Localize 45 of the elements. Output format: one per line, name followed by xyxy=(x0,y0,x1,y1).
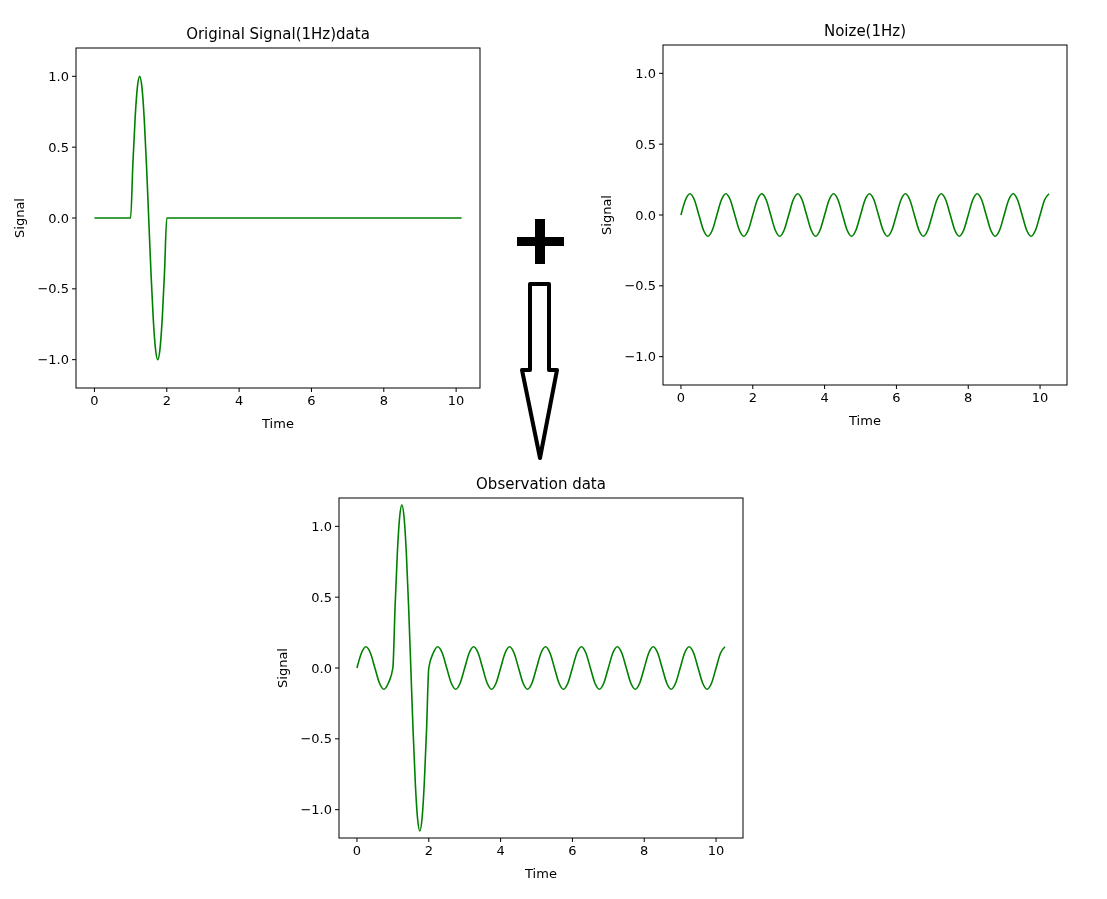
y-tick-label: 0.5 xyxy=(311,589,332,605)
line-series xyxy=(93,75,463,361)
y-axis-title: Signal xyxy=(275,648,290,688)
x-tick-label: 0 xyxy=(676,390,686,405)
x-tick-label: 4 xyxy=(234,393,244,408)
x-tick-label: 8 xyxy=(379,393,388,408)
y-tick-label: 1.0 xyxy=(48,68,69,84)
x-tick-label: 10 xyxy=(447,393,465,408)
chart-title: Noize(1Hz) xyxy=(823,22,907,40)
x-tick-label: 0 xyxy=(90,393,99,408)
x-axis-title: Time xyxy=(524,866,557,881)
y-tick-label: 0.5 xyxy=(635,136,656,152)
x-tick-label: 4 xyxy=(496,843,505,858)
y-axis-title: Signal xyxy=(599,195,614,235)
x-tick-label: 10 xyxy=(1031,390,1049,405)
line-series xyxy=(356,504,726,832)
y-tick-label: −1.0 xyxy=(37,352,69,368)
y-tick-label: 0.0 xyxy=(48,210,69,226)
x-tick-label: 6 xyxy=(568,843,577,858)
y-tick-label: 0.0 xyxy=(311,660,332,676)
x-tick-label: 6 xyxy=(892,390,901,405)
y-tick-label: 0.0 xyxy=(635,207,656,223)
x-tick-label: 2 xyxy=(424,843,433,858)
y-tick-label: 0.5 xyxy=(48,139,69,155)
x-tick-label: 10 xyxy=(707,843,725,858)
x-tick-label: 2 xyxy=(162,393,171,408)
y-tick-label: −0.5 xyxy=(37,281,69,297)
y-tick-label: −0.5 xyxy=(624,278,656,294)
x-tick-label: 2 xyxy=(748,390,757,405)
y-tick-label: −0.5 xyxy=(300,731,332,747)
chart-title: Observation data xyxy=(476,475,606,493)
y-tick-label: 1.0 xyxy=(635,65,656,81)
chart-title: Original Signal(1Hz)data xyxy=(186,25,370,43)
x-tick-label: 8 xyxy=(640,843,649,858)
y-tick-label: −1.0 xyxy=(624,349,656,365)
y-tick-label: −1.0 xyxy=(300,802,332,818)
x-tick-label: 8 xyxy=(964,390,973,405)
x-axis-title: Time xyxy=(848,413,881,428)
y-tick-label: 1.0 xyxy=(311,518,332,534)
x-tick-label: 6 xyxy=(307,393,316,408)
y-axis-title: Signal xyxy=(12,198,27,238)
x-tick-label: 4 xyxy=(820,390,829,405)
line-series xyxy=(680,192,1050,238)
x-tick-label: 0 xyxy=(352,843,362,858)
x-axis-title: Time xyxy=(261,416,294,431)
